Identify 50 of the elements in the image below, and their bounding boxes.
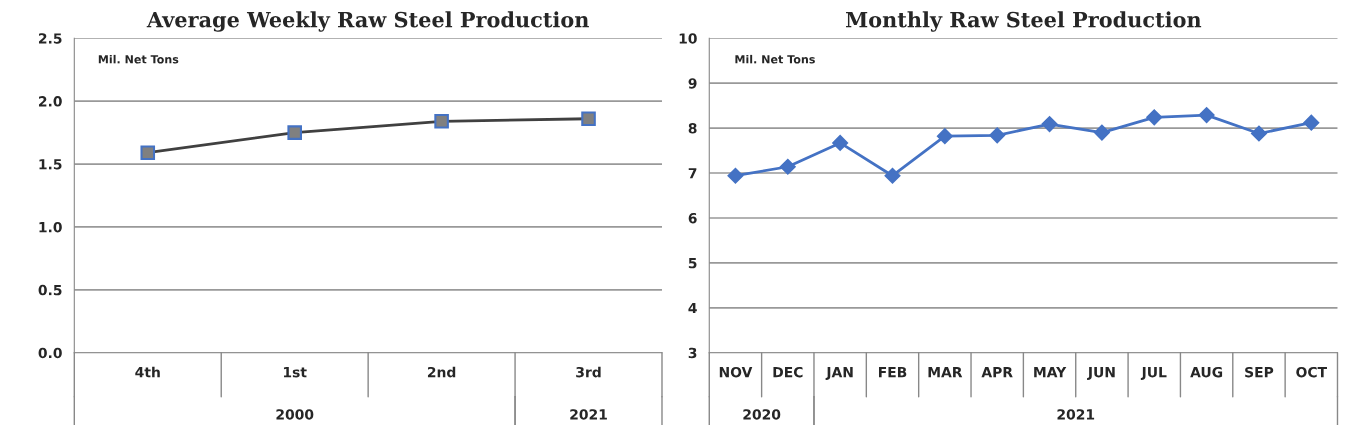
y-tick-label: 3	[688, 347, 697, 359]
text: 2021	[1057, 409, 1095, 420]
y-tick-label: 4	[688, 302, 697, 314]
point	[884, 167, 901, 184]
point	[1041, 116, 1058, 132]
annotation: Mil. Net Tons	[98, 54, 179, 64]
y-tick-label: 6	[688, 212, 697, 224]
point	[1251, 125, 1267, 142]
x-tick-label: DEC	[773, 366, 803, 378]
y-tick-label: 8	[688, 123, 697, 134]
y-tick-label: 0.0	[38, 347, 62, 359]
x-tick-label: 2nd	[427, 366, 456, 378]
x-tick-label: 3rd	[576, 366, 601, 378]
x-tick-label: JUL	[1140, 367, 1167, 380]
x-tick-label: 1st	[283, 367, 307, 378]
x-tick-label: OCT	[1296, 366, 1327, 378]
x-tick-label: MAR	[928, 367, 963, 378]
y-tick-label: 1.0	[39, 221, 62, 233]
point	[989, 127, 1006, 144]
point	[1146, 109, 1163, 126]
annotation: Mil. Net Tons	[735, 54, 815, 64]
x-tick-label: SEP	[1245, 366, 1274, 378]
chart-title: Monthly Raw Steel Production	[846, 11, 1202, 32]
point	[1303, 114, 1320, 131]
y-tick-label: 2.5	[38, 33, 62, 44]
point	[727, 167, 744, 184]
y-tick-label: 0.5	[38, 284, 62, 296]
x-tick-label: JUN	[1087, 367, 1115, 380]
y-tick-label: 2.0	[38, 96, 62, 107]
x-tick-label: AUG	[1190, 366, 1223, 378]
x-tick-label: FEB	[879, 367, 907, 378]
y-tick-label: 1.5	[39, 159, 62, 170]
x-tick-label: MAY	[1034, 367, 1067, 378]
chart-title: Average Weekly Raw Steel Production	[146, 11, 589, 32]
x-tick-label: 4th	[135, 366, 160, 378]
point	[832, 135, 849, 151]
y-tick-label: 10	[679, 33, 697, 44]
text: 2000	[276, 409, 314, 420]
point	[779, 158, 796, 175]
y-tick-label: 7	[688, 168, 697, 179]
point	[1198, 107, 1215, 123]
x-tick-label: JAN	[825, 367, 853, 380]
y-tick-label: 5	[688, 258, 697, 269]
x-tick-label: APR	[981, 367, 1013, 378]
point	[936, 128, 953, 145]
y-tick-label: 9	[688, 78, 697, 89]
x-tick-label: NOV	[719, 366, 753, 378]
text: 2021	[570, 409, 607, 420]
text: 2020	[743, 409, 781, 420]
point	[1094, 124, 1110, 141]
